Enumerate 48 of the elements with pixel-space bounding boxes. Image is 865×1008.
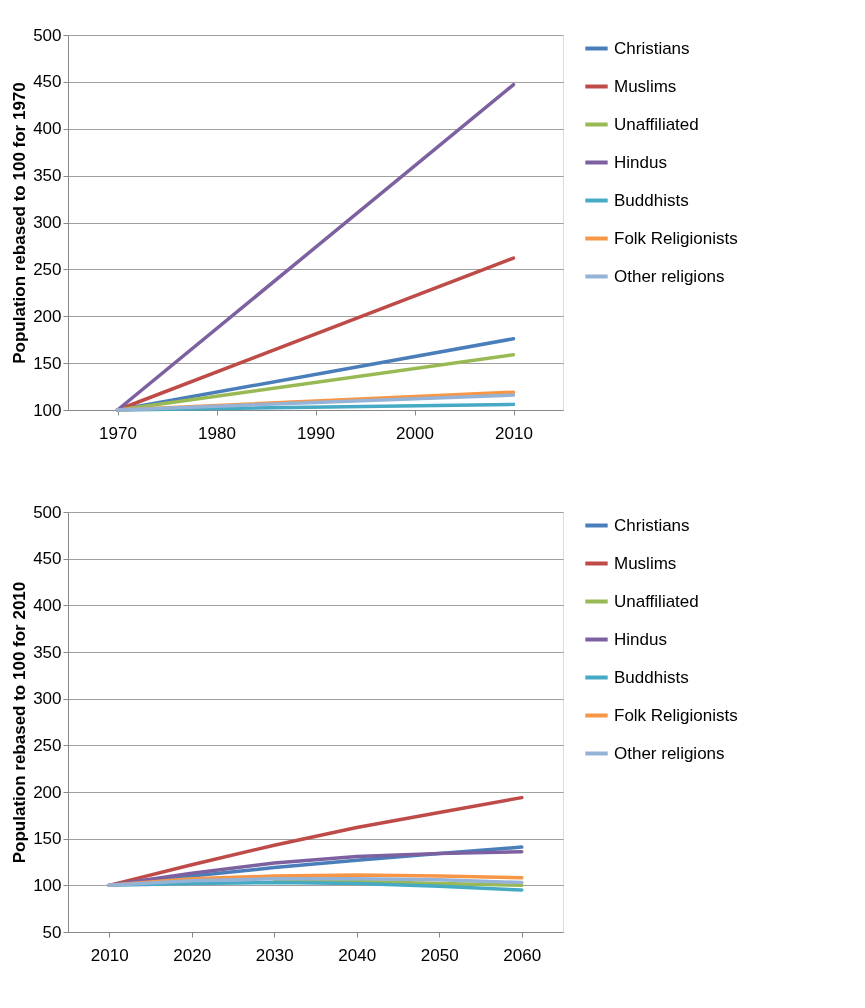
x-tick-label: 2040 [338,945,377,965]
line-series [107,795,524,888]
x-tick-label: 2050 [420,945,459,965]
x-tick-label: 1970 [99,423,137,443]
y-tick-label: 150 [33,829,62,849]
x-tick-label: 2020 [173,945,212,965]
legend-label: Unaffiliated [614,591,699,611]
x-tick-label: 2030 [255,945,294,965]
x-tick-label: 1990 [297,423,335,443]
y-tick-label: 200 [33,306,62,326]
y-tick-label: 450 [33,549,62,569]
legend-label: Hindus [614,629,667,649]
y-tick-label: 400 [33,595,62,615]
x-tick-label: 2000 [396,423,434,443]
y-tick-label: 300 [33,213,62,232]
y-tick-label: 100 [33,400,62,420]
y-tick-label: 100 [33,875,62,895]
legend-label: Hindus [614,152,667,172]
legend-label: Muslims [614,76,677,96]
x-tick-label: 1980 [198,423,236,443]
y-tick-label: 200 [33,782,62,802]
line-series [107,877,524,888]
y-tick-label: 450 [33,72,62,92]
legend-label: Muslims [614,553,677,573]
legend-label: Buddhists [614,667,689,687]
y-axis-title: Population rebased to 100 for 2010 [10,581,30,864]
x-tick-label: 2010 [495,423,533,443]
legend-label: Christians [614,515,690,535]
y-tick-label: 500 [33,502,62,522]
y-tick-label: 250 [33,259,62,279]
y-tick-label: 150 [33,353,62,373]
y-axis-title: Population rebased to 100 for 1970 [10,82,30,364]
y-tick-label: 250 [33,735,62,755]
y-tick-label: 400 [33,119,62,139]
y-tick-label: 350 [33,166,62,186]
legend-label: Folk Religionists [614,705,738,725]
legend-label: Other religions [614,743,725,763]
legend-label: Buddhists [614,190,689,210]
x-tick-label: 2010 [90,945,129,965]
legend-label: Other religions [614,266,725,286]
legend-label: Christians [614,38,690,58]
x-tick-label: 2060 [503,945,542,965]
y-tick-label: 350 [33,642,62,662]
y-tick-label: 300 [33,689,62,709]
y-tick-label: 50 [42,922,62,942]
y-tick-label: 500 [33,25,62,45]
legend-label: Unaffiliated [614,114,699,134]
legend-label: Folk Religionists [614,228,738,248]
